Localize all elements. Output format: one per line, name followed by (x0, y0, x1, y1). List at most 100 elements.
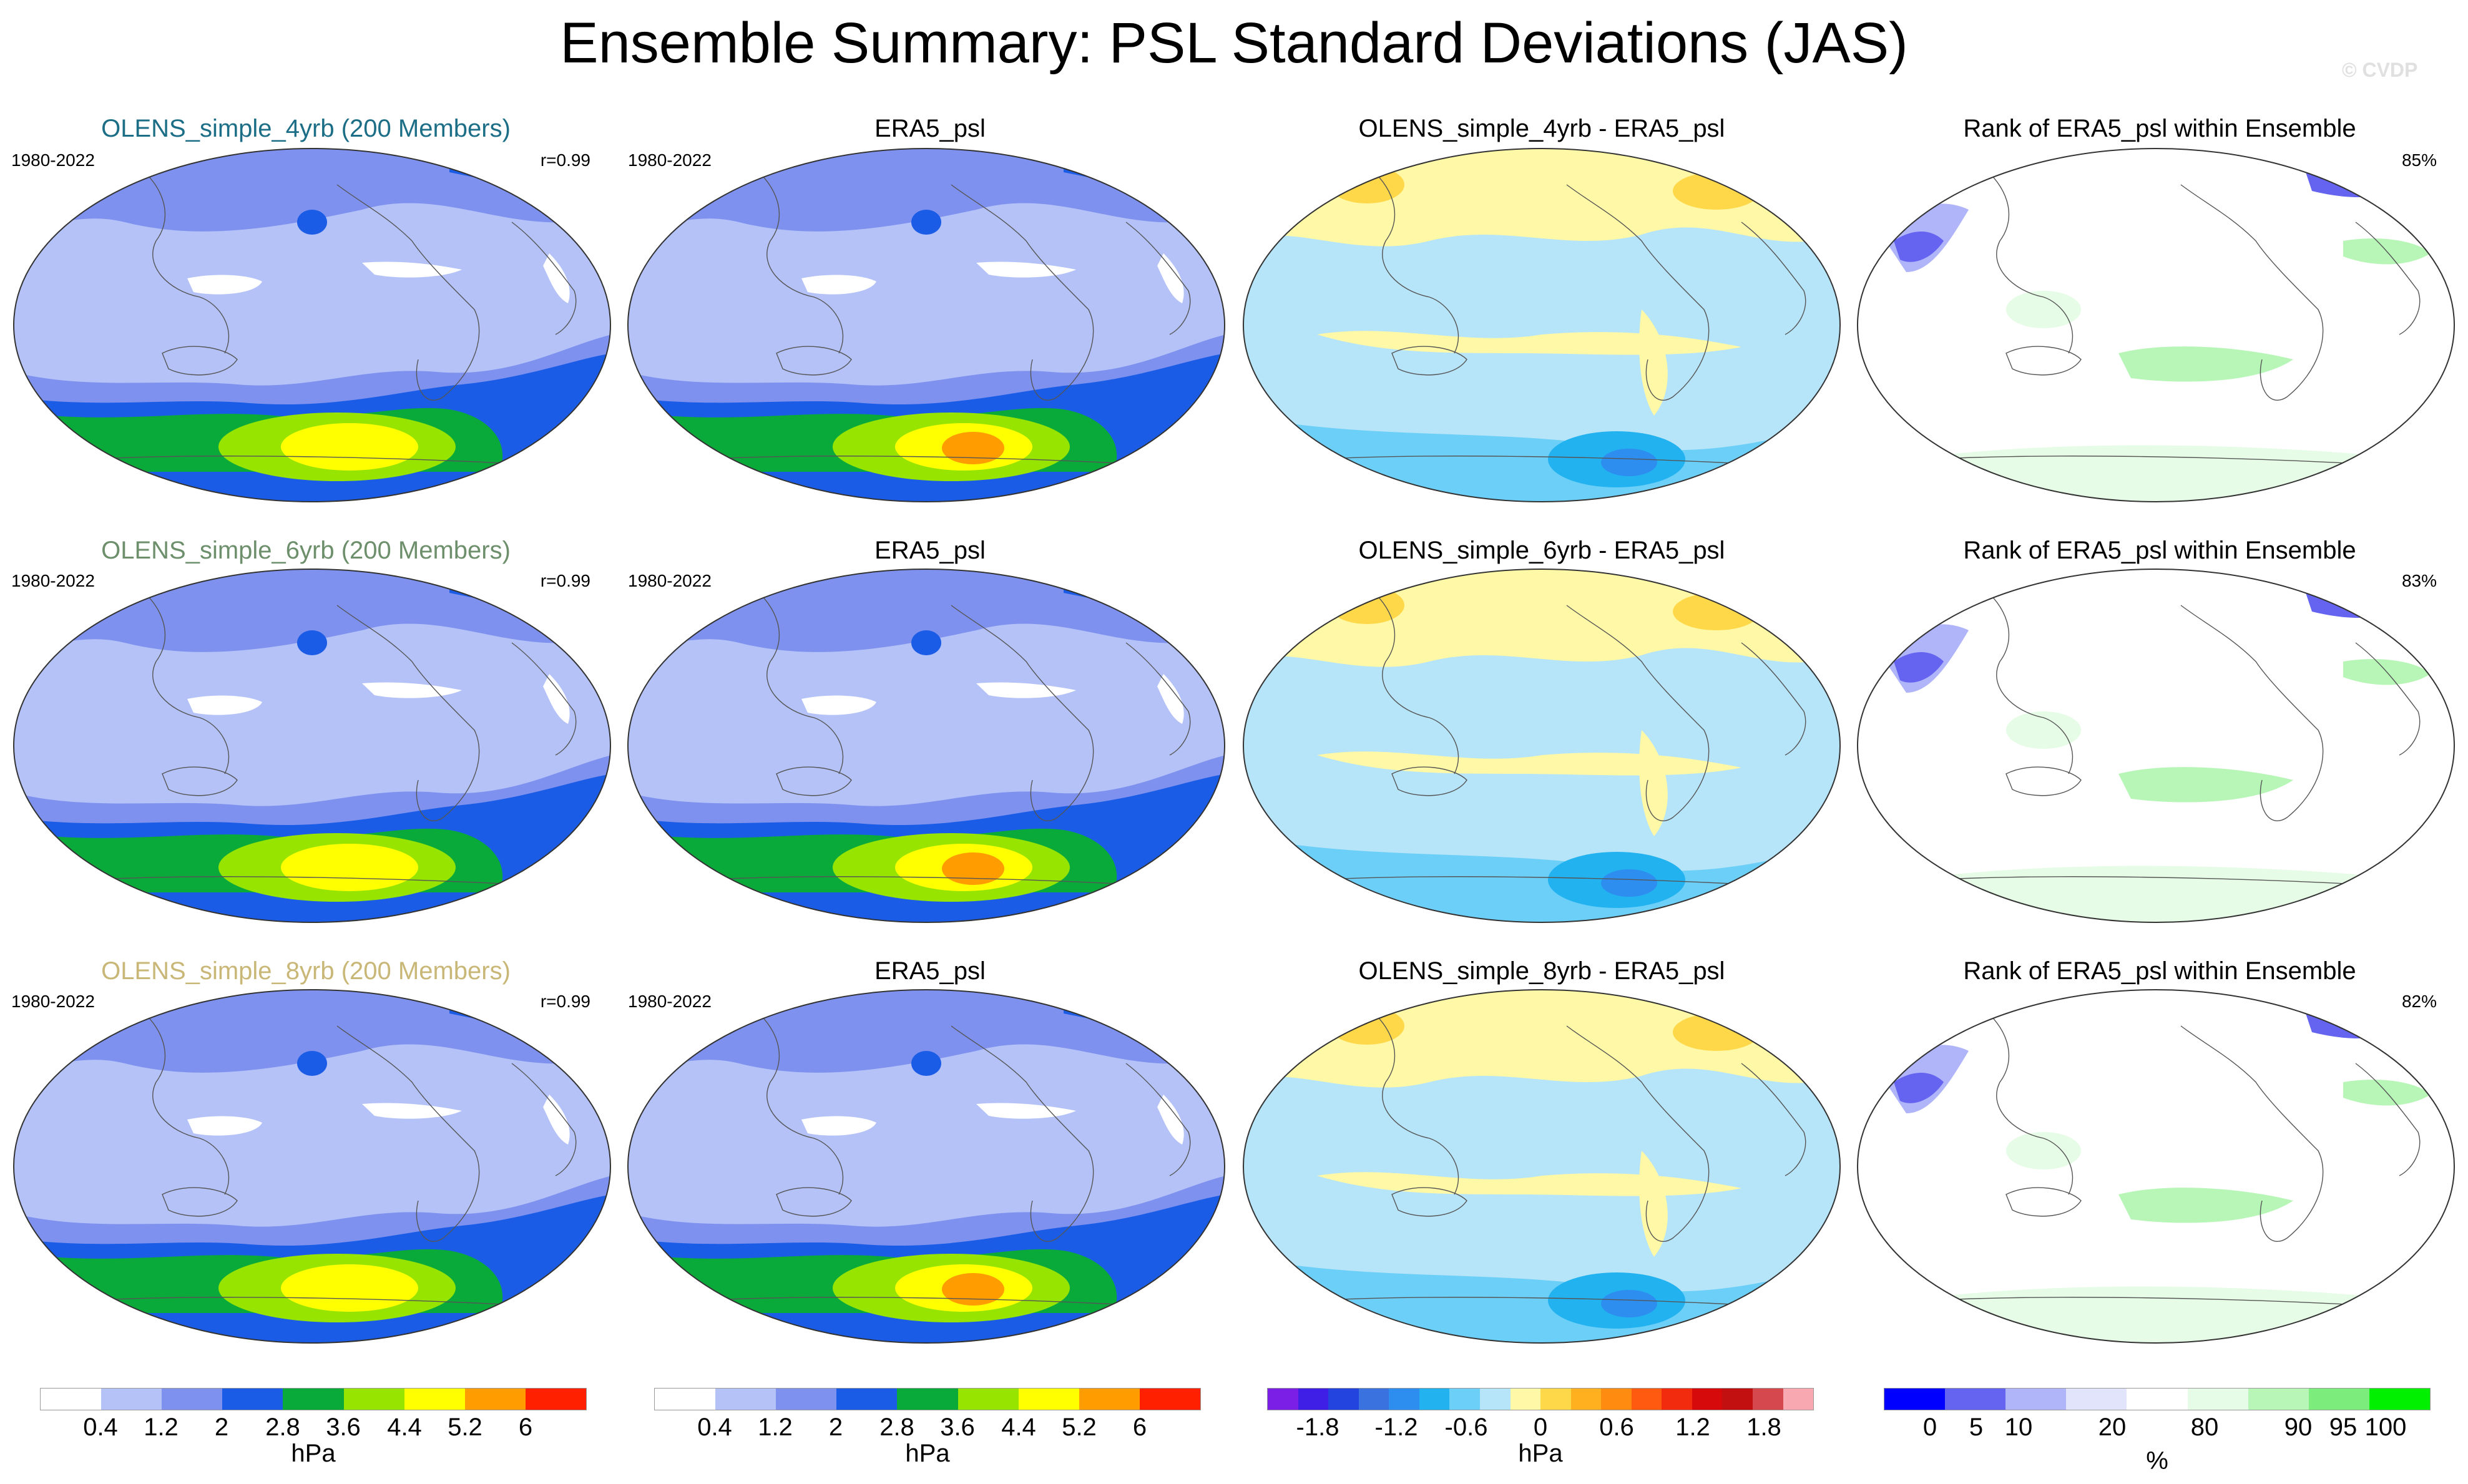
field-spot (1601, 869, 1657, 897)
colorbar-segment (2248, 1389, 2309, 1410)
colorbar-tick: 20 (2098, 1413, 2127, 1441)
coastline (951, 1025, 1094, 1242)
colorbar-tick: 95 (2329, 1413, 2358, 1441)
field-spot (911, 210, 941, 235)
field-spot (1639, 1151, 1668, 1257)
field-spot (1673, 172, 1760, 210)
coastline (336, 605, 480, 821)
field-band (1906, 1286, 2418, 1343)
colorbar-segment (2369, 1389, 2430, 1410)
rank-map (1857, 148, 2455, 502)
coastline (511, 642, 577, 756)
ensemble-std-map (13, 148, 611, 502)
obs-std-map (627, 989, 1225, 1344)
coastline (137, 1007, 230, 1195)
colorbar-segment (897, 1389, 958, 1410)
map-field (1858, 569, 2454, 922)
coastline (162, 1187, 238, 1217)
colorbar-tick: 1.2 (144, 1413, 179, 1441)
field-band (942, 852, 1004, 885)
field-spot (297, 1051, 327, 1076)
map-outline (627, 989, 1225, 1344)
colorbar-segment (1018, 1389, 1079, 1410)
coastline (1391, 346, 1467, 376)
colorbar-tick: 100 (2364, 1413, 2407, 1441)
field-spot (362, 261, 462, 278)
coastline (336, 184, 480, 401)
colorbar-segment (776, 1389, 837, 1410)
field-band (1317, 1172, 1741, 1196)
rank-map (1857, 569, 2455, 923)
map-outline (1243, 148, 1841, 502)
rank-title: Rank of ERA5_psl within Ensemble (1963, 537, 2356, 564)
coastline (1931, 1297, 2394, 1307)
colorbar-tick: 5.2 (1062, 1413, 1097, 1441)
coastline (1366, 1007, 1459, 1195)
diff-title: OLENS_simple_4yrb - ERA5_psl (1358, 115, 1725, 142)
colorbar-tick: 80 (2190, 1413, 2219, 1441)
colorbar-tick: 6 (1132, 1413, 1147, 1441)
colorbar-segment (2187, 1389, 2248, 1410)
colorbar-unit: hPa (905, 1440, 950, 1467)
colorbar-segment (2066, 1389, 2127, 1410)
obs-period: 1980-2022 (628, 992, 712, 1011)
colorbar-segment (1570, 1389, 1602, 1410)
coastline (162, 346, 238, 376)
colorbar-segment (1662, 1389, 1692, 1410)
colorbar-segment (1449, 1389, 1480, 1410)
colorbar-unit: hPa (291, 1440, 336, 1467)
colorbar-segment (655, 1389, 716, 1410)
colorbar-tick: 3.6 (326, 1413, 361, 1441)
ensemble-correlation: r=0.99 (540, 571, 590, 590)
field-spot (2118, 767, 2293, 803)
obs-period: 1980-2022 (628, 150, 712, 170)
coastline (1741, 1063, 1806, 1176)
obs-colorbar (654, 1388, 1201, 1410)
coastline (701, 876, 1164, 887)
coastline (2355, 222, 2421, 335)
colorbar-tick: 1.2 (758, 1413, 793, 1441)
colorbar-segment (41, 1389, 102, 1410)
field-spot (362, 682, 462, 698)
colorbar-tick: 1.8 (1746, 1413, 1781, 1441)
field-spot (976, 682, 1076, 698)
obs-std-map (627, 569, 1225, 923)
field-spot (187, 695, 262, 715)
coastline (751, 165, 844, 354)
colorbar-segment (525, 1389, 586, 1410)
field-band (14, 1325, 610, 1343)
field-spot (801, 275, 876, 295)
field-spot (1601, 1290, 1657, 1317)
colorbar-tick: 5 (1969, 1413, 1984, 1441)
colorbar-segment (1079, 1389, 1140, 1410)
difference-map (1243, 148, 1841, 502)
colorbar-segment (1419, 1389, 1450, 1410)
colorbar-segment (2127, 1389, 2188, 1410)
colorbar-unit: hPa (1518, 1440, 1563, 1467)
colorbar-segment (1479, 1389, 1511, 1410)
std-colorbar (40, 1388, 587, 1410)
coastline (951, 605, 1094, 821)
map-field (14, 149, 610, 502)
ensemble-correlation: r=0.99 (540, 992, 590, 1011)
ensemble-period: 1980-2022 (11, 571, 95, 590)
coastline (2180, 184, 2324, 401)
coastline (1316, 876, 1780, 887)
field-spot (543, 253, 570, 303)
colorbar-segment (162, 1389, 223, 1410)
field-spot (911, 630, 941, 655)
map-field (1243, 990, 1840, 1343)
ensemble-std-map (13, 989, 611, 1344)
map-outline (13, 569, 611, 923)
field-spot (1157, 1095, 1184, 1145)
colorbar-segment (343, 1389, 404, 1410)
map-field (1243, 569, 1840, 922)
colorbar-tick: 2.8 (265, 1413, 300, 1441)
coastline (1931, 876, 2394, 887)
coastline (1366, 165, 1459, 354)
colorbar-segment (101, 1389, 162, 1410)
colorbar-segment (957, 1389, 1019, 1410)
field-spot (2118, 1188, 2293, 1223)
obs-title: ERA5_psl (874, 957, 986, 985)
coastline (1125, 222, 1191, 335)
